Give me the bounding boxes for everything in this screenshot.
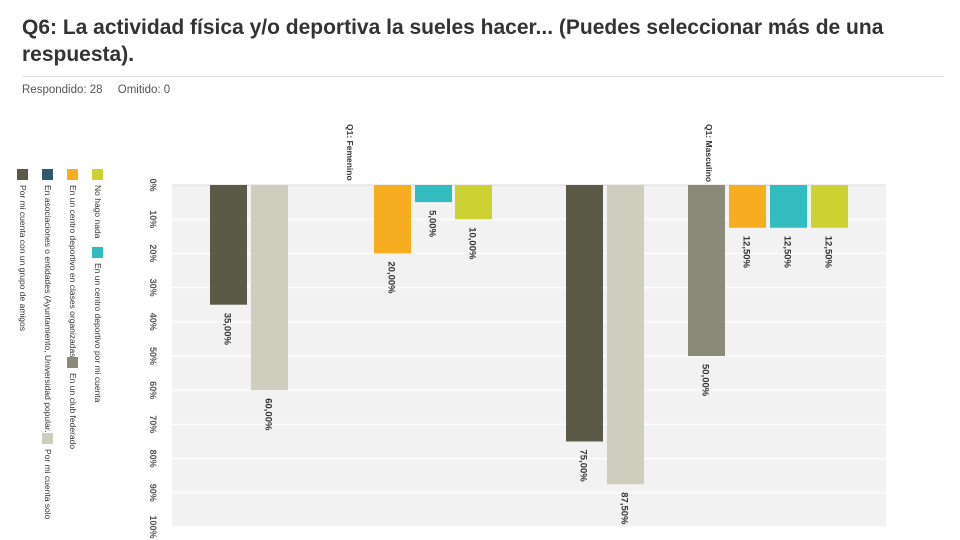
legend-label: No hago nada bbox=[93, 185, 103, 239]
bar-chart: 0% 10% 20% 30% 40% 50% 60% 70% 80% 90% 100% No hago… bbox=[17, 124, 886, 539]
tick-label: 80% bbox=[148, 450, 158, 468]
data-label: 87,50% bbox=[619, 492, 630, 525]
tick-label: 0% bbox=[148, 178, 158, 191]
bar bbox=[729, 185, 766, 228]
data-label: 60,00% bbox=[263, 398, 274, 431]
tick-label: 40% bbox=[148, 313, 158, 331]
tick-label: 30% bbox=[148, 279, 158, 297]
tick-label: 50% bbox=[148, 347, 158, 365]
legend-label: En asociaciones o entidades (Ayuntamient… bbox=[43, 185, 53, 440]
legend-label: Por mi cuenta con un grupo de amigos bbox=[18, 185, 28, 331]
tick-label: 100% bbox=[148, 515, 158, 538]
data-label: 5,00% bbox=[427, 210, 438, 237]
legend-swatch bbox=[67, 169, 78, 180]
legend-label: En un club federado bbox=[68, 373, 78, 449]
answered-count: Respondido: 28 bbox=[22, 84, 103, 96]
data-label: 35,00% bbox=[222, 313, 233, 346]
bar bbox=[566, 185, 603, 442]
bar bbox=[607, 185, 644, 485]
legend-swatch bbox=[42, 169, 53, 180]
legend-swatch bbox=[42, 433, 53, 444]
skipped-count: Omitido: 0 bbox=[117, 84, 171, 96]
legend-swatch bbox=[92, 169, 103, 180]
bar bbox=[455, 185, 492, 220]
question-title: Q6: La actividad física y/o deportiva la… bbox=[22, 16, 884, 66]
tick-label: 90% bbox=[148, 484, 158, 502]
legend-swatch bbox=[17, 169, 28, 180]
legend-swatch bbox=[67, 357, 78, 368]
data-label: 50,00% bbox=[700, 364, 711, 397]
data-label: 20,00% bbox=[386, 261, 397, 294]
tick-label: 60% bbox=[148, 381, 158, 399]
data-label: 10,00% bbox=[467, 227, 478, 260]
group-label: Q1: Femenino bbox=[345, 124, 355, 181]
title-divider bbox=[22, 76, 944, 77]
legend-swatch bbox=[92, 247, 103, 258]
tick-label: 10% bbox=[148, 210, 158, 228]
data-label: 12,50% bbox=[741, 236, 752, 269]
tick-label: 20% bbox=[148, 244, 158, 262]
response-stats: Respondido: 28 Omitido: 0 bbox=[22, 84, 170, 96]
bar bbox=[210, 185, 247, 305]
bar bbox=[811, 185, 848, 228]
group-label: Q1: Masculino bbox=[704, 124, 714, 182]
bar bbox=[415, 185, 452, 203]
bar bbox=[770, 185, 807, 228]
legend-label: Por mi cuenta solo bbox=[43, 449, 53, 520]
legend-label: En un centro deportivo por mi cuenta bbox=[93, 263, 103, 403]
bar bbox=[688, 185, 725, 356]
bar bbox=[251, 185, 288, 391]
data-label: 12,50% bbox=[782, 236, 793, 269]
data-label: 12,50% bbox=[823, 236, 834, 269]
bar bbox=[374, 185, 411, 254]
data-label: 75,00% bbox=[578, 450, 589, 483]
tick-label: 70% bbox=[148, 415, 158, 433]
legend-label: En un centro deportivo en clases organiz… bbox=[68, 185, 78, 357]
